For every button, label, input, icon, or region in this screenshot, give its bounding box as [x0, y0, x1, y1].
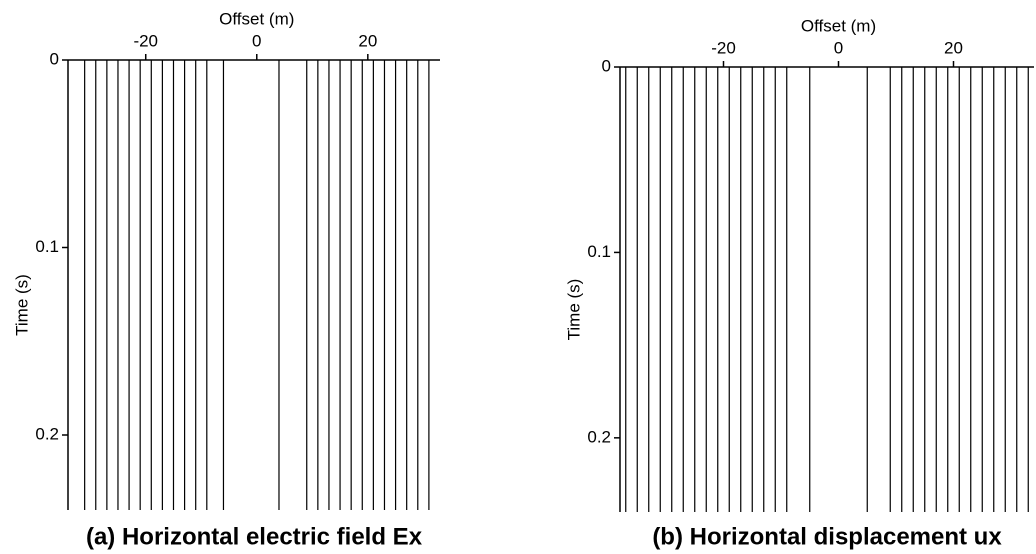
y-axis-label: Time (s)	[564, 279, 583, 341]
x-tick-label: 20	[358, 31, 377, 50]
x-axis-label: Offset (m)	[801, 16, 876, 35]
y-axis-label: Time (s)	[12, 274, 31, 336]
chart-title: (a) Horizontal electric field Ex	[86, 523, 423, 550]
panel: -20 0 20 0 0.1 0.2 Offset (m) Time (s) (b) Horiz…	[564, 16, 1034, 550]
y-tick-label: 0	[602, 56, 611, 75]
x-tick-label: -20	[133, 31, 158, 50]
panel: -20 0 20 0 0.1 0.2 Offset (m) Time (s) (a) Horiz…	[12, 9, 440, 550]
x-axis-label: Offset (m)	[219, 9, 294, 28]
y-tick-label: 0.2	[35, 424, 59, 443]
y-tick-label: 0.1	[35, 237, 59, 256]
x-tick-label: -20	[711, 38, 736, 57]
y-tick-label: 0	[50, 49, 59, 68]
x-tick-label: 0	[834, 38, 843, 57]
y-tick-label: 0.2	[587, 427, 611, 446]
x-tick-label: 20	[944, 38, 963, 57]
y-tick-label: 0.1	[587, 242, 611, 261]
chart-title: (b) Horizontal displacement ux	[652, 523, 1002, 550]
x-tick-label: 0	[252, 31, 261, 50]
